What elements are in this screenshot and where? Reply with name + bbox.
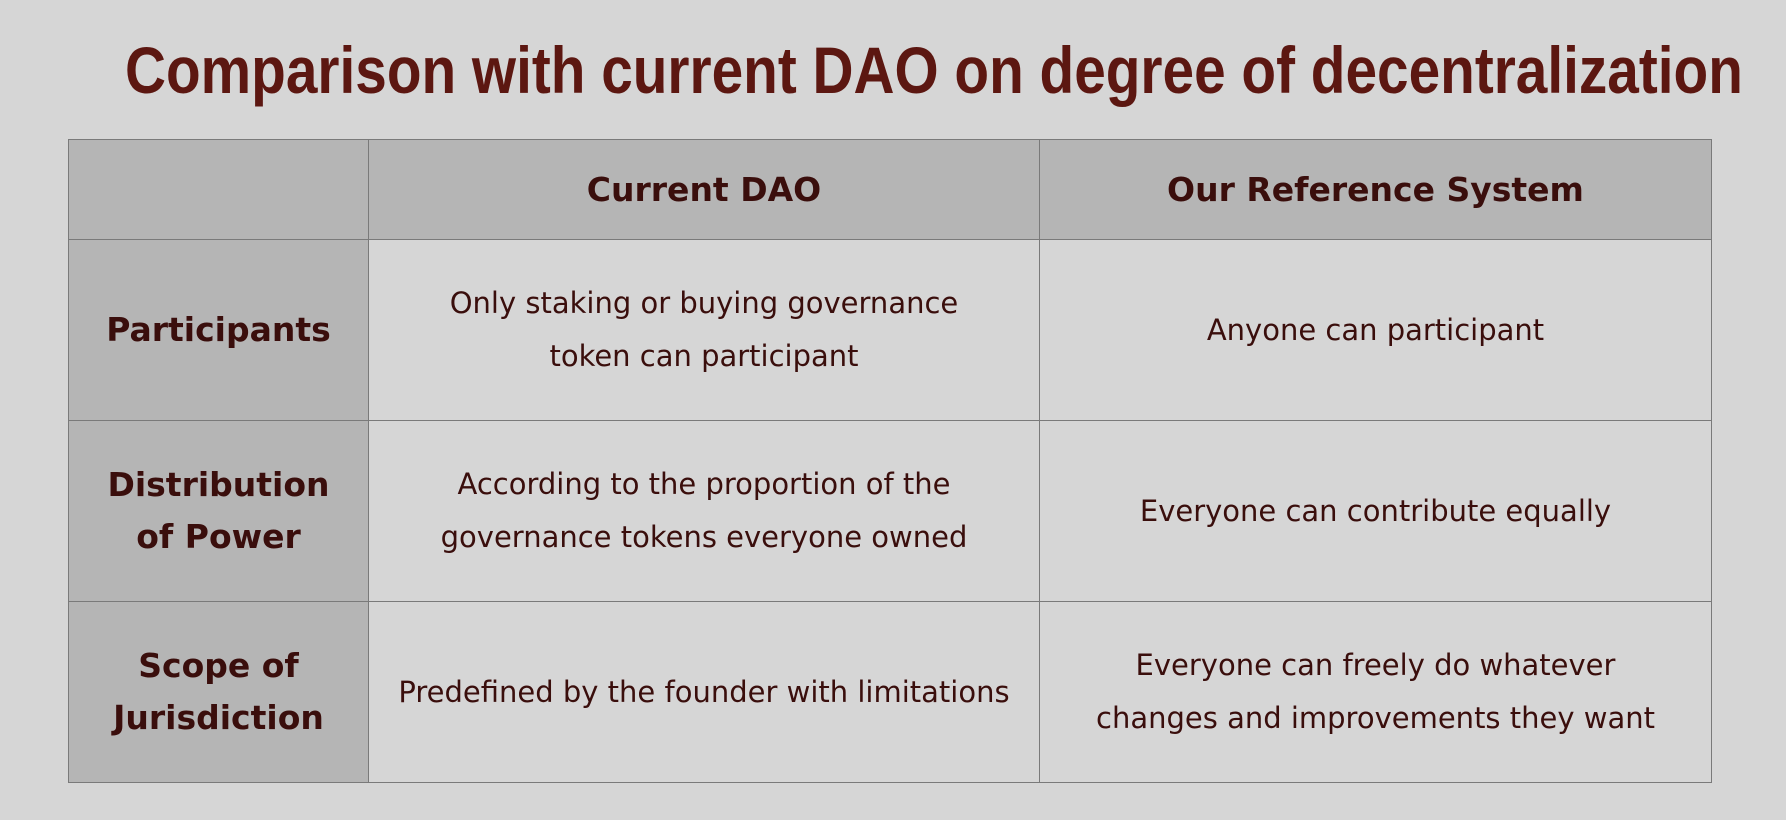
cell-reference-distribution: Everyone can contribute equally [1039, 420, 1712, 602]
cell-text: Anyone can participant [1206, 312, 1545, 347]
cell-current-dao-distribution: According to the proportion of the gover… [368, 420, 1040, 602]
row-label-participants: Participants [68, 239, 369, 421]
cell-current-dao-participants: Only staking or buying governance token … [368, 239, 1040, 421]
row-label-text: Participants [106, 310, 331, 349]
cell-text: Predefined by the founder with limitatio… [398, 674, 1010, 709]
header-corner-cell [68, 139, 369, 240]
row-label-distribution-of-power: Distribution of Power [68, 420, 369, 602]
cell-reference-participants: Anyone can participant [1039, 239, 1712, 421]
row-label-text: Scope of Jurisdiction [113, 646, 324, 737]
cell-text: Everyone can contribute equally [1139, 493, 1612, 528]
cell-current-dao-scope: Predefined by the founder with limitatio… [368, 601, 1040, 783]
table-row-scope-of-jurisdiction: Scope of Jurisdiction Predefined by the … [68, 601, 1712, 783]
cell-text: Only staking or buying governance token … [449, 286, 959, 373]
table-row-distribution-of-power: Distribution of Power According to the p… [68, 420, 1712, 602]
header-current-dao: Current DAO [368, 139, 1040, 240]
comparison-table: Current DAO Our Reference System Partici… [68, 139, 1712, 783]
slide-title: Comparison with current DAO on degree of… [125, 33, 1743, 107]
row-label-text: Distribution of Power [107, 465, 330, 556]
table-row-participants: Participants Only staking or buying gove… [68, 239, 1712, 421]
cell-reference-scope: Everyone can freely do whatever changes … [1039, 601, 1712, 783]
cell-text: According to the proportion of the gover… [440, 467, 968, 554]
header-reference-system: Our Reference System [1039, 139, 1712, 240]
row-label-scope-of-jurisdiction: Scope of Jurisdiction [68, 601, 369, 783]
cell-text: Everyone can freely do whatever changes … [1096, 648, 1655, 735]
table-header-row: Current DAO Our Reference System [68, 139, 1712, 240]
